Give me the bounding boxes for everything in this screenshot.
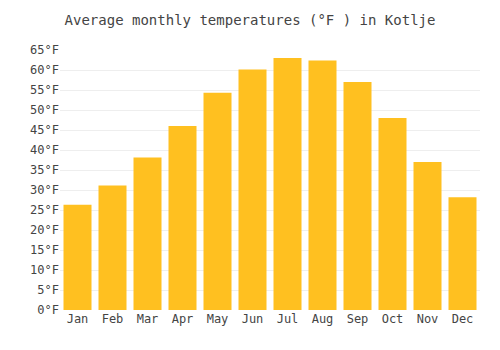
svg-text:10°F: 10°F	[30, 263, 59, 277]
svg-text:15°F: 15°F	[30, 243, 59, 257]
svg-text:Sep: Sep	[347, 312, 369, 326]
svg-text:50°F: 50°F	[30, 103, 59, 117]
svg-text:Oct: Oct	[382, 312, 404, 326]
svg-text:Jun: Jun	[242, 312, 264, 326]
svg-text:Mar: Mar	[137, 312, 159, 326]
svg-text:Average monthly temperatures (: Average monthly temperatures (°F ) in Ko…	[65, 12, 436, 28]
svg-text:Feb: Feb	[102, 312, 124, 326]
svg-text:Apr: Apr	[172, 312, 194, 326]
svg-text:Aug: Aug	[312, 312, 334, 326]
svg-text:0°F: 0°F	[37, 303, 59, 317]
svg-text:25°F: 25°F	[30, 203, 59, 217]
svg-text:Nov: Nov	[417, 312, 439, 326]
svg-text:Jan: Jan	[67, 312, 89, 326]
svg-text:30°F: 30°F	[30, 183, 59, 197]
svg-text:35°F: 35°F	[30, 163, 59, 177]
svg-text:May: May	[207, 312, 229, 326]
svg-text:60°F: 60°F	[30, 63, 59, 77]
svg-text:45°F: 45°F	[30, 123, 59, 137]
svg-text:Jul: Jul	[277, 312, 299, 326]
svg-text:Dec: Dec	[452, 312, 474, 326]
svg-text:55°F: 55°F	[30, 83, 59, 97]
svg-text:40°F: 40°F	[30, 143, 59, 157]
svg-text:20°F: 20°F	[30, 223, 59, 237]
svg-text:65°F: 65°F	[30, 43, 59, 57]
svg-text:5°F: 5°F	[37, 283, 59, 297]
